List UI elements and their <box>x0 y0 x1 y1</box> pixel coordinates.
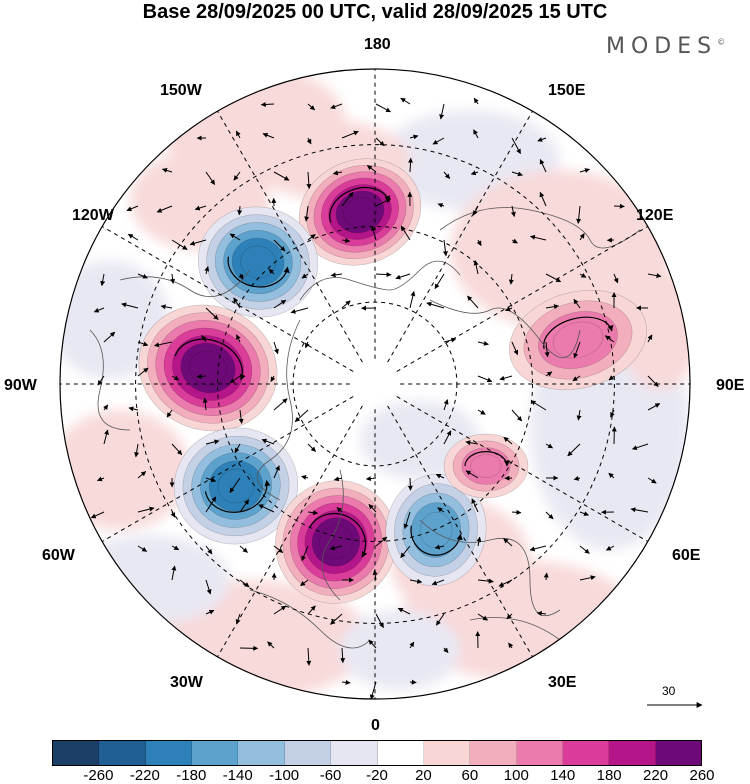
colorbar-tick-label: -20 <box>366 767 388 784</box>
lon-label-60e: 60E <box>672 548 700 564</box>
wind-vector <box>410 682 416 683</box>
lon-label-180: 180 <box>364 37 391 53</box>
colorbar-swatch <box>609 741 655 765</box>
lon-label-120e: 120E <box>636 208 673 224</box>
weak-anomaly-patch <box>340 610 460 690</box>
lon-label-120w: 120W <box>72 208 114 224</box>
lon-label-30w: 30W <box>170 675 203 691</box>
colorbar-tick-label: -180 <box>176 767 206 784</box>
lon-label-60w: 60W <box>42 548 75 564</box>
weak-anomaly-patch <box>50 410 190 530</box>
colorbar-swatch <box>470 741 516 765</box>
colorbar-swatch <box>424 741 470 765</box>
lon-label-150e: 150E <box>548 83 585 99</box>
colorbar-swatch <box>146 741 192 765</box>
lon-label-90w: 90W <box>4 378 37 394</box>
polar-map <box>0 0 750 735</box>
colorbar-tick-label: -140 <box>223 767 253 784</box>
colorbar-tick-label: 180 <box>597 767 622 784</box>
colorbar-tick-label: 100 <box>504 767 529 784</box>
wind-reference-arrow <box>646 698 706 712</box>
wind-reference-value: 30 <box>662 684 675 698</box>
colorbar-swatch <box>563 741 609 765</box>
colorbar-swatch <box>378 741 424 765</box>
colorbar-tick-label: 60 <box>462 767 479 784</box>
lon-label-30e: 30E <box>548 675 576 691</box>
colorbar-tick-label: 260 <box>689 767 714 784</box>
colorbar-swatch <box>53 741 99 765</box>
wind-vector <box>410 478 411 490</box>
colorbar-tick-label: -100 <box>269 767 299 784</box>
colorbar-swatch <box>192 741 238 765</box>
colorbar-tick-label: -260 <box>83 767 113 784</box>
lon-label-150w: 150W <box>160 83 202 99</box>
colorbar-tick-label: 20 <box>415 767 432 784</box>
wind-vector <box>546 573 547 580</box>
colorbar-swatch <box>285 741 331 765</box>
colorbar-swatch <box>99 741 145 765</box>
colorbar-swatch <box>331 741 377 765</box>
colorbar-tick-label: 220 <box>643 767 668 784</box>
colorbar-tick-label: -220 <box>130 767 160 784</box>
colorbar-tick-label: 140 <box>550 767 575 784</box>
colorbar-swatch <box>238 741 284 765</box>
colorbar-tick-label: -60 <box>320 767 342 784</box>
positive-anomaly-center <box>444 434 528 498</box>
lon-label-90e: 90E <box>716 378 744 394</box>
colorbar-swatch <box>517 741 563 765</box>
colorbar-swatch <box>656 741 701 765</box>
colorbar <box>52 740 702 766</box>
lon-label-0: 0 <box>371 718 380 734</box>
